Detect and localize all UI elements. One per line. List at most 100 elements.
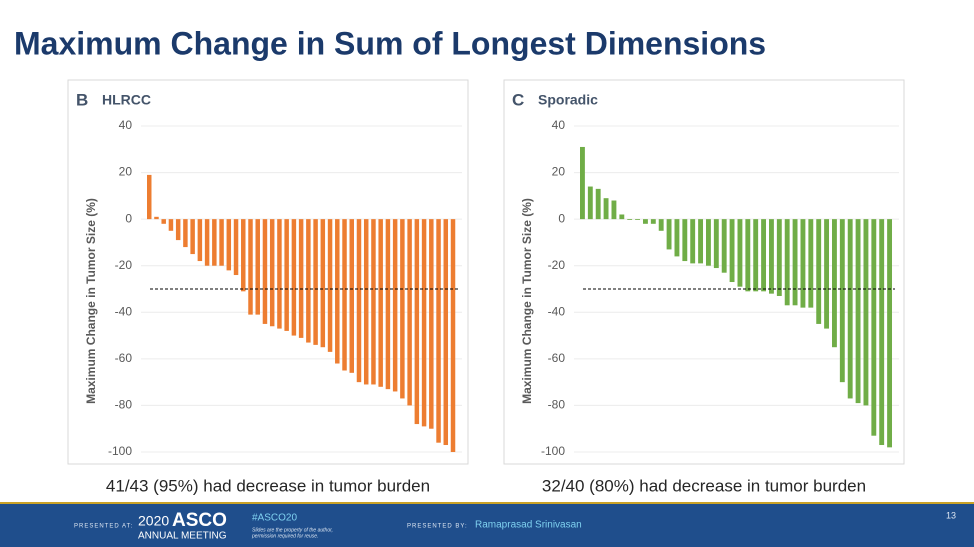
bar bbox=[306, 219, 311, 343]
bar bbox=[635, 219, 641, 220]
bar bbox=[385, 219, 391, 390]
bar bbox=[356, 219, 362, 383]
bar bbox=[175, 219, 181, 241]
bar bbox=[808, 219, 814, 308]
bar bbox=[737, 219, 743, 287]
bar bbox=[887, 219, 893, 448]
bar bbox=[443, 219, 449, 446]
bar bbox=[255, 219, 260, 315]
bar bbox=[871, 219, 877, 436]
bar bbox=[863, 219, 869, 406]
bar bbox=[800, 219, 806, 308]
bar bbox=[745, 219, 751, 292]
bar bbox=[587, 186, 593, 220]
bar bbox=[436, 219, 441, 443]
y-tick-label: -60 bbox=[548, 351, 566, 365]
bar bbox=[212, 219, 217, 266]
bar bbox=[839, 219, 845, 383]
bar bbox=[824, 219, 830, 329]
bar bbox=[721, 219, 727, 273]
footer-band bbox=[0, 504, 974, 547]
bar bbox=[713, 219, 719, 269]
notice: permission required for reuse. bbox=[251, 533, 318, 539]
bar bbox=[666, 219, 672, 250]
footer-brand: ASCO bbox=[172, 510, 227, 531]
bar bbox=[706, 219, 711, 266]
bar bbox=[658, 219, 664, 231]
bar bbox=[197, 219, 203, 262]
hashtag: #ASCO20 bbox=[252, 513, 297, 524]
notice: Slides are the property of the author, bbox=[252, 527, 333, 533]
bar bbox=[219, 219, 224, 266]
chart-panel bbox=[503, 79, 905, 465]
bar bbox=[421, 219, 427, 427]
bar bbox=[269, 219, 275, 327]
bar bbox=[241, 219, 246, 292]
y-tick-label: -100 bbox=[108, 444, 132, 458]
bar bbox=[769, 219, 774, 294]
bar bbox=[698, 219, 704, 264]
bar bbox=[313, 219, 318, 345]
caption: 41/43 (95%) had decrease in tumor burden bbox=[106, 476, 430, 495]
bar bbox=[154, 216, 159, 220]
bar bbox=[414, 219, 420, 425]
panel-letter: C bbox=[512, 90, 524, 109]
bar bbox=[320, 219, 326, 348]
bar bbox=[371, 219, 376, 385]
bar bbox=[168, 219, 174, 231]
bar bbox=[650, 219, 656, 224]
y-tick-label: -60 bbox=[115, 351, 133, 365]
slide-title: Maximum Change in Sum of Longest Dimensi… bbox=[14, 25, 766, 61]
bar bbox=[284, 219, 289, 331]
bar bbox=[784, 219, 790, 306]
y-tick-label: 40 bbox=[119, 118, 133, 132]
panel-letter: B bbox=[76, 90, 88, 109]
bar bbox=[400, 219, 405, 399]
panel-title: HLRCC bbox=[102, 92, 151, 108]
panel-title: Sporadic bbox=[538, 92, 598, 108]
y-tick-label: -40 bbox=[115, 304, 133, 318]
presented-at: PRESENTED AT: bbox=[74, 524, 133, 530]
y-tick-label: -20 bbox=[115, 258, 133, 272]
y-axis-label: Maximum Change in Tumor Size (%) bbox=[84, 198, 98, 404]
y-tick-label: 40 bbox=[552, 118, 566, 132]
bar bbox=[674, 219, 680, 257]
bar bbox=[392, 219, 398, 392]
y-axis-label: Maximum Change in Tumor Size (%) bbox=[520, 198, 534, 404]
bar bbox=[776, 219, 782, 296]
bar bbox=[298, 219, 304, 338]
bar bbox=[226, 219, 232, 271]
bar bbox=[879, 219, 885, 446]
bar bbox=[450, 219, 456, 452]
bar bbox=[204, 219, 210, 266]
bar bbox=[378, 219, 383, 387]
bar bbox=[627, 219, 633, 220]
bar bbox=[855, 219, 861, 404]
footer-year: 2020 bbox=[138, 513, 169, 529]
bar bbox=[847, 219, 853, 399]
y-tick-label: -80 bbox=[115, 398, 133, 412]
bar bbox=[327, 219, 333, 352]
bar bbox=[619, 214, 625, 220]
bar bbox=[147, 174, 152, 220]
bar bbox=[729, 219, 735, 283]
bar bbox=[363, 219, 369, 385]
bar bbox=[690, 219, 696, 264]
bar bbox=[753, 219, 759, 292]
bar bbox=[190, 219, 195, 255]
bar bbox=[429, 219, 434, 429]
presented-by: PRESENTED BY: bbox=[407, 524, 468, 530]
bar bbox=[595, 188, 601, 220]
y-tick-label: 20 bbox=[119, 165, 133, 179]
bar bbox=[761, 219, 767, 292]
bar bbox=[611, 200, 617, 220]
page-number: 13 bbox=[946, 510, 956, 520]
y-tick-label: -100 bbox=[541, 444, 565, 458]
caption: 32/40 (80%) had decrease in tumor burden bbox=[542, 476, 866, 495]
bar bbox=[342, 219, 347, 371]
bar bbox=[262, 219, 268, 324]
y-tick-label: -80 bbox=[548, 398, 566, 412]
y-tick-label: 0 bbox=[125, 211, 132, 225]
